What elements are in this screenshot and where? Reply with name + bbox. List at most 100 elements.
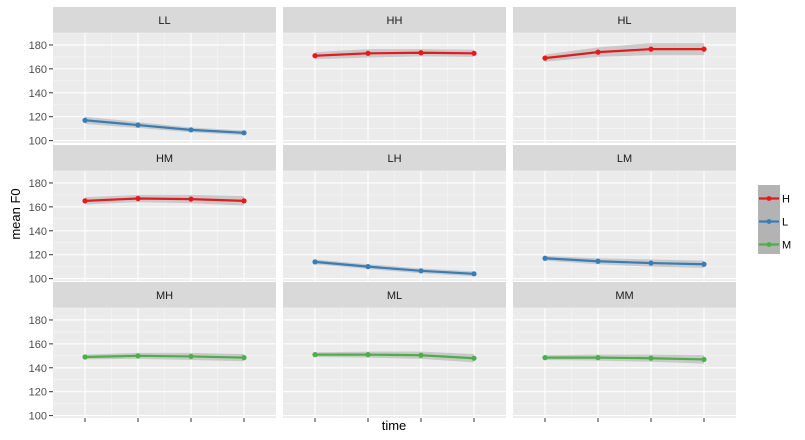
facet-strip [513,7,736,33]
y-tick-label: 160 [29,202,47,214]
facet-strip [283,7,506,33]
facet-strip-label: MM [615,290,633,302]
facet-panel-lh: LH [283,145,506,281]
facet-strip [283,145,506,171]
data-point [82,117,88,123]
facet-strip-label: ML [387,290,402,302]
y-tick-label: 140 [29,363,47,375]
y-tick-label: 120 [29,250,47,262]
data-point [188,127,194,133]
y-tick-label: 140 [29,226,47,238]
confidence-ribbon [315,49,474,60]
facet-strip [513,145,736,171]
data-point [188,196,194,202]
series-line-h [544,48,704,60]
data-point [82,198,88,204]
legend-key-point [766,242,772,247]
facet-strip-label: LH [387,153,401,165]
facet-strip-label: HL [617,15,631,27]
data-point [471,355,477,361]
data-point [542,255,548,261]
facet-panel-ml: ML [283,282,506,418]
data-point [365,352,371,358]
facet-strip [513,282,736,308]
series-line-h [314,51,475,57]
data-point [365,264,371,270]
data-point [471,271,477,277]
data-point [595,49,601,55]
data-point [188,353,194,360]
legend-label-m: M [782,240,791,252]
data-point [418,268,424,274]
data-point [135,353,141,359]
facet-strip-label: LL [158,15,170,27]
facet-strip [53,145,276,171]
facet-panel-ll: LL [53,7,276,143]
series-line-m [545,356,705,361]
y-tick-label: 160 [29,339,47,351]
data-point [312,259,318,265]
data-point [542,55,548,61]
data-point [648,260,654,266]
data-point [648,355,654,361]
data-point [701,261,707,267]
facet-panels: LL HH HL HM LH LM MH ML MM [53,7,736,418]
facet-panel-hh: HH [283,7,506,143]
y-tick-label: 180 [29,178,47,190]
data-point [701,356,707,363]
legend-key-point [766,219,772,224]
facet-panel-hm: HM [53,145,276,281]
series-line-m [84,354,245,359]
facet-panel-lm: LM [513,145,736,281]
data-point [418,50,424,56]
y-tick-label: 140 [29,88,47,100]
facet-strip-label: MH [156,290,173,302]
data-point [701,46,707,52]
legend: HLM [758,185,791,254]
y-tick-label: 100 [29,274,47,286]
y-tick-label: 100 [29,136,47,148]
y-tick-label: 180 [29,315,47,327]
facet-strip [283,282,506,308]
data-point [135,195,141,202]
facet-strip-label: LM [617,153,632,165]
confidence-ribbon [85,194,244,206]
legend-label-h: H [782,194,790,206]
series-line-l [314,260,475,275]
data-point [418,352,424,358]
data-point [241,198,247,204]
data-point [595,258,601,264]
facet-strip-label: HM [156,153,173,165]
facet-panel-hl: HL [513,7,736,143]
y-tick-label: 160 [29,64,47,76]
axes: 100 120 140 160 180 100 120 140 160 180 100 120 140 1… [29,40,705,423]
data-point [82,354,88,360]
confidence-ribbon [545,43,704,62]
data-point [595,355,601,361]
data-point [471,50,477,56]
y-tick-label: 180 [29,40,47,52]
legend-key-point [766,196,772,201]
data-point [312,352,318,358]
data-point [241,355,247,361]
series-line-m [315,353,475,360]
data-point [312,53,318,59]
series-line-l [84,119,245,134]
series-line-h [84,197,245,202]
y-tick-label: 120 [29,112,47,124]
data-point [648,46,654,52]
facet-strip [53,7,276,33]
x-axis-title: time [382,418,407,433]
data-point [365,50,371,56]
facet-panel-mh: MH [53,282,276,418]
data-point [135,122,141,128]
y-axis-title: mean F0 [8,188,23,239]
facet-strip [53,282,276,308]
y-tick-label: 100 [29,411,47,423]
y-tick-label: 120 [29,387,47,399]
series-line-l [544,257,705,266]
facet-strip-label: HH [387,15,403,27]
facet-panel-mm: MM [513,282,736,418]
data-point [241,130,247,136]
